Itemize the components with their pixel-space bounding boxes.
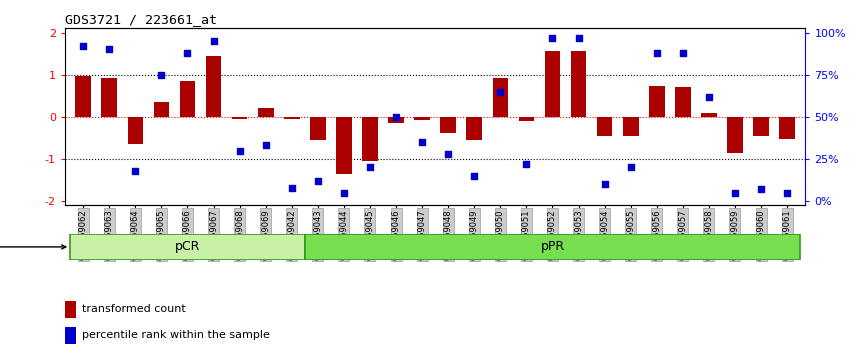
Point xyxy=(415,139,429,145)
Text: GDS3721 / 223661_at: GDS3721 / 223661_at xyxy=(65,13,217,26)
Bar xyxy=(232,117,248,119)
Bar xyxy=(493,78,508,117)
Bar xyxy=(258,108,274,117)
Bar xyxy=(65,301,76,318)
Text: pCR: pCR xyxy=(175,240,200,253)
Point xyxy=(520,161,533,167)
Bar xyxy=(545,51,560,117)
Bar xyxy=(675,87,691,117)
Bar xyxy=(153,102,169,117)
Point xyxy=(728,190,742,195)
Text: disease state: disease state xyxy=(0,242,66,252)
Bar xyxy=(70,234,305,260)
Bar xyxy=(388,117,404,123)
Text: percentile rank within the sample: percentile rank within the sample xyxy=(82,330,270,340)
Point xyxy=(572,35,585,40)
Text: pPR: pPR xyxy=(540,240,565,253)
Point xyxy=(337,190,351,195)
Bar xyxy=(101,78,117,117)
Bar xyxy=(649,86,664,117)
Bar xyxy=(362,117,378,161)
Point xyxy=(650,50,663,56)
Point xyxy=(442,151,456,157)
Point xyxy=(494,89,507,95)
Point xyxy=(468,173,481,179)
Point xyxy=(285,185,299,190)
Bar xyxy=(623,117,638,136)
Bar xyxy=(75,76,91,117)
Bar xyxy=(65,327,76,344)
Bar xyxy=(779,117,795,139)
Point xyxy=(754,187,768,192)
Point xyxy=(546,35,559,40)
Bar xyxy=(519,117,534,121)
Bar xyxy=(305,234,800,260)
Point xyxy=(128,168,142,173)
Point xyxy=(702,94,716,99)
Bar xyxy=(753,117,769,136)
Bar xyxy=(467,117,482,140)
Point xyxy=(363,165,377,170)
Point xyxy=(311,178,325,184)
Point xyxy=(780,190,794,195)
Bar xyxy=(441,117,456,133)
Bar xyxy=(727,117,743,153)
Bar xyxy=(206,56,222,117)
Bar xyxy=(284,117,300,119)
Bar xyxy=(701,113,717,117)
Point xyxy=(259,143,273,148)
Point xyxy=(102,47,116,52)
Point xyxy=(233,148,247,153)
Point xyxy=(180,50,194,56)
Point xyxy=(76,43,90,49)
Point xyxy=(154,72,168,78)
Point xyxy=(389,114,403,120)
Bar xyxy=(414,117,430,120)
Text: transformed count: transformed count xyxy=(82,304,186,314)
Point xyxy=(207,38,221,44)
Bar xyxy=(179,81,196,117)
Point xyxy=(676,50,690,56)
Point xyxy=(624,165,637,170)
Point xyxy=(598,181,611,187)
Bar xyxy=(310,117,326,140)
Bar xyxy=(571,51,586,117)
Bar xyxy=(127,117,143,144)
Bar xyxy=(597,117,612,136)
Bar xyxy=(336,117,352,174)
